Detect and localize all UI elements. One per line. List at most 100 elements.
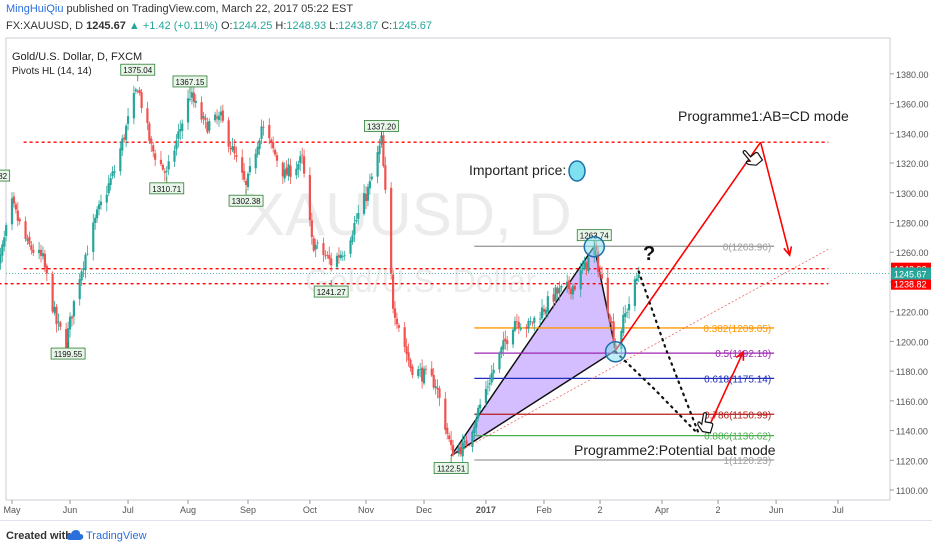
fib-level-label: 0.786(1150.99) [704, 410, 771, 421]
candle-body [337, 255, 341, 258]
candle-body [328, 255, 331, 259]
candle-body [283, 169, 286, 179]
candle-body [121, 138, 124, 151]
candle-body [270, 139, 273, 142]
x-tick-label: Nov [358, 505, 375, 515]
candle-body [94, 217, 97, 223]
candle-body [289, 165, 292, 177]
important-price-marker-icon [568, 160, 586, 182]
pointing-hand-icon-2 [697, 412, 714, 434]
fib-level-label: 0.382(1209.05) [703, 324, 771, 335]
question-mark-label: ? [643, 243, 655, 265]
y-tick-label: 1260.00 [896, 248, 929, 258]
candle-body [544, 309, 548, 314]
publish-text: published on TradingView.com, March 22, … [66, 3, 354, 15]
pivot-label-box [172, 75, 208, 88]
candle-body [84, 254, 87, 271]
pivot-label: 1367.15 [176, 78, 205, 87]
candle-body [241, 157, 244, 173]
candle-body [229, 147, 232, 150]
candle-body [51, 273, 54, 312]
author-link[interactable]: MingHuiQiu [6, 3, 64, 15]
pointing-hand-icon-shape [742, 149, 764, 166]
low-label: L: [329, 20, 339, 32]
candle-body [43, 253, 46, 268]
x-tick-label: Jun [63, 505, 78, 515]
candle-body [397, 325, 400, 328]
pivot-label-box [50, 347, 86, 360]
candle-body [82, 267, 85, 271]
publish-info: MingHuiQiu published on TradingView.com,… [6, 3, 353, 15]
y-tick-label: 1160.00 [896, 397, 928, 407]
candle-body [179, 129, 182, 132]
programme1-up-arrow [614, 141, 762, 351]
candle-body [138, 89, 141, 94]
candle-body [113, 171, 116, 173]
candle-body [569, 288, 573, 294]
tradingview-link[interactable]: TradingView [86, 530, 147, 542]
pivot-label: 1303.82 [0, 172, 8, 181]
candle-body [275, 155, 279, 161]
candle-body [637, 274, 640, 278]
low-value: 1243.87 [338, 20, 379, 32]
candle-body [568, 280, 571, 290]
candle-body [150, 138, 153, 144]
fib-level-label: 0(1263.96) [723, 242, 771, 253]
y-tick-label: 1380.00 [896, 70, 929, 80]
candle-body [351, 235, 354, 242]
candle-body [473, 426, 476, 433]
candle-body [409, 359, 412, 369]
axis-price-label: 1238.82 [894, 280, 927, 290]
symbol-info: FX:XAUUSD, D 1245.67 ▲ +1.42 (+0.11%) O:… [6, 20, 432, 32]
candle-body [571, 285, 575, 295]
candle-body [125, 125, 128, 140]
candle-body [243, 170, 246, 180]
candle-body [28, 236, 31, 245]
candle-body [364, 193, 368, 202]
candle-body [295, 168, 298, 176]
candle-body [24, 221, 27, 239]
candle-body [380, 135, 383, 145]
candle-body [235, 154, 238, 157]
candle-body [624, 313, 627, 317]
candle-body [316, 242, 319, 244]
programme1-down-arrow [759, 142, 791, 256]
indicator-label: Pivots HL (14, 14) [12, 66, 92, 77]
current-price-label: 1245.67 [894, 270, 927, 280]
candle-body [181, 123, 184, 131]
candle-body [219, 111, 223, 116]
candle-body [314, 244, 317, 250]
candle-body [542, 309, 546, 312]
footer: Created with TradingView [0, 520, 932, 551]
candle-body [527, 320, 530, 329]
candle-body [109, 178, 112, 185]
watermark-symbol: XAUUSD, D [245, 181, 572, 248]
candle-body [152, 145, 155, 152]
candle-body [302, 156, 306, 174]
candle-body [30, 245, 33, 250]
candle-body [422, 368, 426, 384]
pointing-hand-icon [742, 149, 764, 166]
candle-body [424, 368, 428, 370]
programme1-label: Programme1:AB=CD mode [678, 108, 849, 124]
candle-body [111, 171, 114, 177]
candle-body [194, 100, 197, 103]
candle-body [258, 140, 261, 149]
candle-body [378, 145, 381, 155]
candle-body [465, 440, 468, 446]
pivot-label-box [0, 169, 11, 182]
candle-body [285, 167, 288, 175]
candle-body [260, 126, 263, 139]
candle-body [165, 170, 168, 172]
candle-body [186, 98, 190, 123]
candle-body [72, 301, 76, 317]
candle-body [12, 196, 16, 204]
candle-body [612, 321, 615, 344]
candle-body [546, 296, 549, 312]
candle-body [273, 149, 277, 155]
candle-body [78, 279, 81, 300]
candle-body [233, 146, 236, 154]
y-tick-label: 1360.00 [896, 100, 929, 110]
programme2-label: Programme2:Potential bat mode [574, 442, 776, 458]
